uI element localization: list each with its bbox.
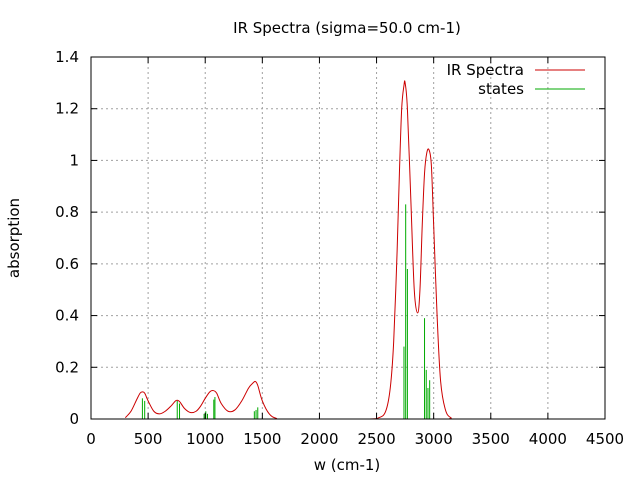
tick-layer: 0 500 1000 1500 2000 2500 3000 3500 4000 4500 0 0.2…	[55, 48, 624, 448]
y-tick-label: 0.4	[55, 307, 79, 325]
x-tick-label: 2000	[300, 430, 338, 448]
plot-frame	[90, 56, 606, 420]
series-ir-spectra-line	[124, 80, 583, 420]
x-tick-label: 1500	[243, 430, 281, 448]
grid	[91, 57, 605, 419]
legend: IR Spectra states	[447, 61, 585, 98]
y-tick-label: 1	[69, 151, 79, 169]
x-tick-label: 500	[134, 430, 163, 448]
y-tick-label: 1.4	[55, 48, 79, 66]
y-tick-label: 0.8	[55, 203, 79, 221]
x-tick-label: 1000	[186, 430, 224, 448]
y-tick-label: 0.2	[55, 358, 79, 376]
y-tick-label: 0	[69, 410, 79, 428]
x-tick-label: 4000	[529, 430, 567, 448]
x-tick-label: 3500	[472, 430, 510, 448]
y-tick-label: 0.6	[55, 255, 79, 273]
x-tick-label: 2500	[357, 430, 395, 448]
chart-title: IR Spectra (sigma=50.0 cm-1)	[233, 19, 461, 37]
x-tick-label: 0	[86, 430, 96, 448]
legend-label-states: states	[478, 80, 524, 98]
axes	[90, 56, 606, 420]
y-tick-label: 1.2	[55, 100, 79, 118]
x-tick-label: 4500	[586, 430, 624, 448]
x-axis-label: w (cm-1)	[314, 456, 381, 474]
x-tick-label: 3000	[415, 430, 453, 448]
legend-label-ir-spectra: IR Spectra	[447, 61, 524, 79]
y-axis-label: absorption	[5, 198, 23, 278]
series-layer	[124, 80, 583, 420]
